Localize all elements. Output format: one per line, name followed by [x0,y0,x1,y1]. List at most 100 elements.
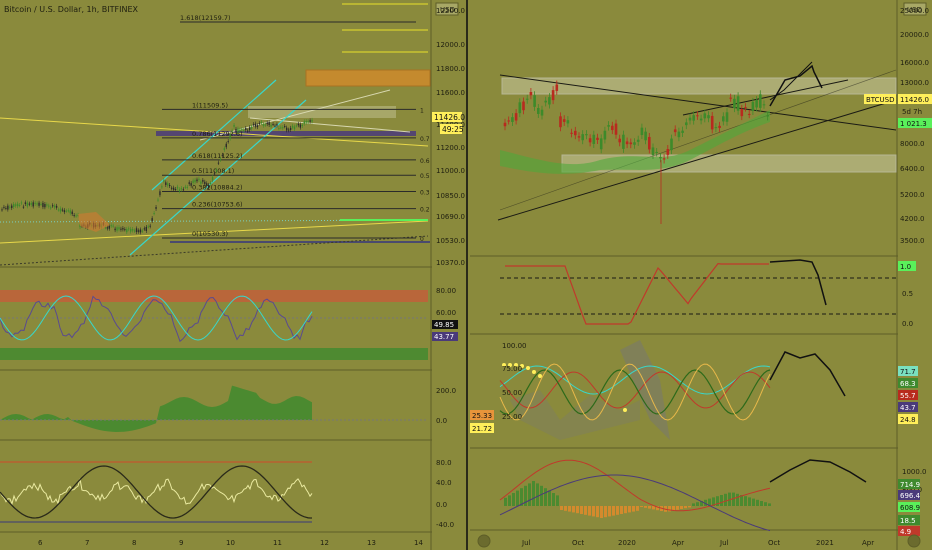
left-purple-line [170,241,430,243]
rosc3-bar [604,506,607,518]
rosc3-bar [600,506,603,518]
right-time-label: Oct [768,539,780,547]
left-candle [77,214,79,216]
right-candle [740,109,744,117]
osc3-tick: 40.0 [436,479,452,487]
right-candle [744,107,747,109]
rosc2-left-value-1: 25.33 [472,412,492,420]
left-candle [247,130,249,132]
left-currency-box[interactable] [435,2,459,16]
left-candle [143,228,146,230]
left-candle [188,182,190,184]
right-candle [644,131,647,141]
grey-trend-1 [199,89,391,141]
fib-label-right: 1 [420,107,424,114]
rosc3-bar [520,488,523,506]
right-candle [551,90,555,101]
rosc3-bar [588,506,591,516]
left-candle [53,205,56,208]
osc3-tick: 80.0 [436,459,452,467]
settings-button-left[interactable] [477,534,491,548]
left-time-label: 13 [367,539,376,547]
right-time-label: Oct [572,539,584,547]
left-price-tick: 11200.0 [436,144,465,152]
left-candle [149,225,151,227]
right-price-tick: 4200.0 [900,215,925,223]
right-candle [555,84,559,91]
rosc2-projection [769,351,846,397]
rosc3-bar [720,495,723,506]
rosc3-bar [744,496,747,506]
left-candle [104,227,107,229]
rosc3-bar [544,488,547,506]
pane-divider[interactable] [466,0,468,550]
rosc3-bar [728,492,731,506]
rosc2-dot [526,366,530,370]
rosc3-bar [596,506,599,518]
right-candle [696,115,699,117]
left-candle [297,123,300,126]
left-candle [141,230,144,232]
rosc3-bar [732,492,735,506]
rosc3-tick: 1000.0 [902,468,927,476]
rosc1-projection [769,259,827,306]
left-candle [258,123,261,125]
left-time-label: 7 [85,539,89,547]
rosc3-bar [648,506,651,509]
rosc3-bar [716,496,719,506]
rosc3-bar [672,506,675,511]
right-candle [707,115,710,119]
left-candle [65,210,68,212]
right-candle [559,116,562,128]
fib-label-right: 0.2 [420,207,430,214]
rosc3-bar [528,483,531,506]
rosc2-dots [502,363,627,412]
rosc1-tick: 0.0 [902,320,913,328]
rosc2-left-box-1 [470,410,494,420]
right-price-label: 11426.0 [900,96,929,104]
fib-label-right: 0 [420,236,424,243]
left-candle [63,210,66,213]
fib-label-right: 0.5 [420,173,430,180]
right-candle [718,125,721,128]
rosc3-bar [632,506,635,512]
rosc3-bar [668,506,671,512]
rosc3-bar [704,499,707,506]
left-candle [307,121,309,123]
left-candle [309,120,311,122]
osc2-area [0,385,312,432]
left-candle [274,125,276,127]
right-candle [755,100,758,108]
right-candle [599,138,603,150]
rosc2-tick: 100.00 [502,342,527,350]
right-currency-box[interactable] [903,2,927,16]
left-candle [135,228,138,233]
rosc3-bar [624,506,627,514]
left-candle [52,205,54,207]
right-candle [681,130,684,133]
left-candle [151,218,153,221]
left-candle [73,215,75,217]
rosc3-value: 714.9 [900,481,920,489]
settings-button-right[interactable] [907,534,921,548]
osc3-signal [0,465,312,519]
left-candle [198,178,200,181]
right-time-label: Apr [672,539,684,547]
rosc1-line [505,262,769,325]
left-candle [3,206,5,208]
left-candle [30,202,32,205]
rosc3-bar [636,506,639,511]
left-candle [301,124,303,126]
left-candle [295,125,298,127]
left-candle [172,187,175,190]
rosc3-value-box [898,502,920,512]
right-candle [648,136,651,150]
left-candle [243,129,245,132]
right-candle [714,127,718,129]
left-price-ticks: 12200.012000.011800.011600.011400.011200… [436,7,465,267]
left-candle [282,127,284,129]
right-second-box [898,118,932,128]
osc1-tick: 80.00 [436,287,456,295]
left-price-tick: 12200.0 [436,7,465,15]
rosc3-bar [568,506,571,512]
